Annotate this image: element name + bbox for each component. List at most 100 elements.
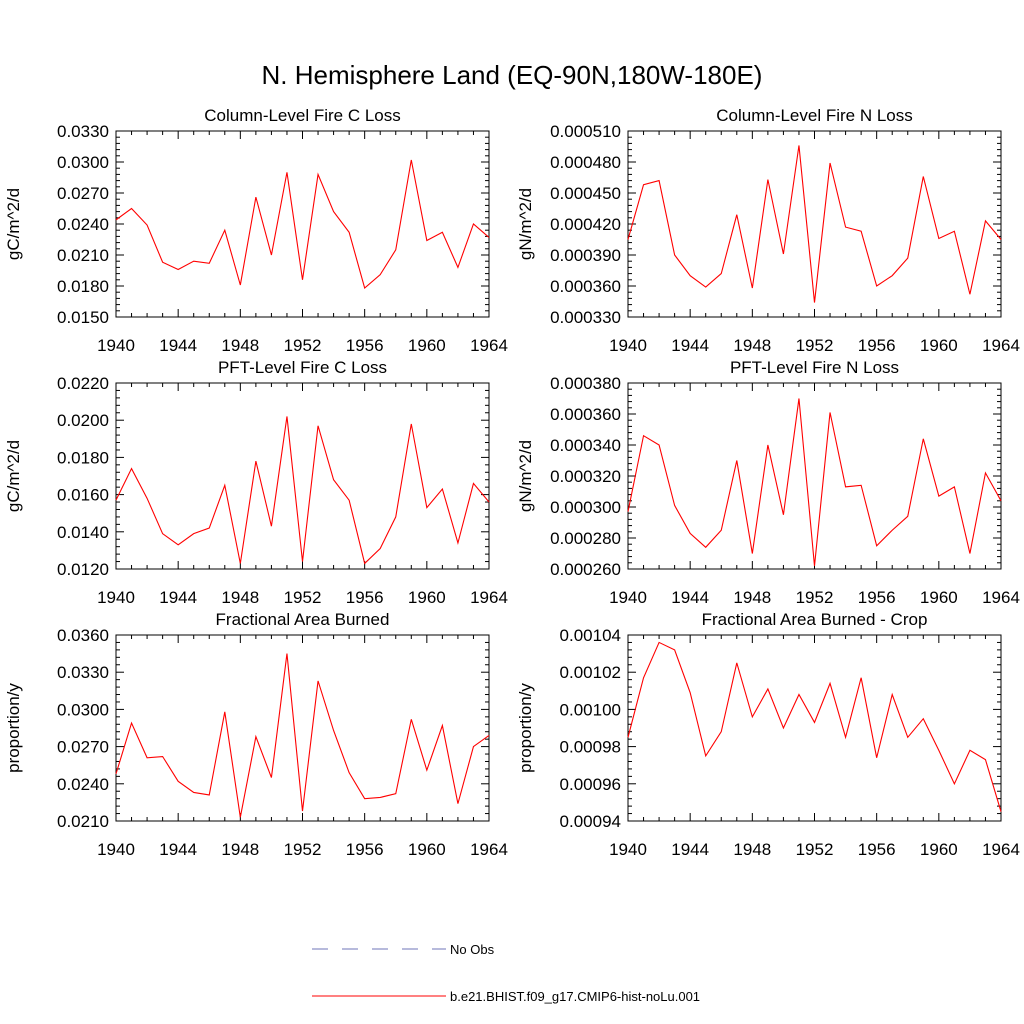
x-tick-label: 1956 <box>858 336 896 355</box>
x-tick-label: 1940 <box>609 588 647 607</box>
y-tick-label: 0.000480 <box>550 153 621 172</box>
y-axis-label: gN/m^2/d <box>516 440 535 512</box>
panel-title: Column-Level Fire N Loss <box>716 106 913 125</box>
x-tick-label: 1940 <box>97 336 135 355</box>
x-tick-label: 1948 <box>221 588 259 607</box>
y-tick-label: 0.0330 <box>57 663 109 682</box>
x-tick-label: 1948 <box>221 840 259 859</box>
series-line-1 <box>627 641 1002 812</box>
x-tick-label: 1948 <box>733 840 771 859</box>
chart-panel-6: Fractional Area Burned - Crop proportion/… <box>516 610 1020 859</box>
x-tick-label: 1948 <box>733 336 771 355</box>
y-tick-label: 0.00104 <box>560 626 621 645</box>
series-line-1 <box>115 416 490 565</box>
y-tick-label: 0.0330 <box>57 122 109 141</box>
y-tick-label: 0.0300 <box>57 153 109 172</box>
panel-title: PFT-Level Fire N Loss <box>730 358 899 377</box>
series-line-1 <box>627 145 1002 303</box>
x-tick-label: 1960 <box>920 336 958 355</box>
legend-entry-model-run: b.e21.BHIST.f09_g17.CMIP6-hist-noLu.001 <box>312 989 700 1004</box>
y-tick-label: 0.000300 <box>550 498 621 517</box>
y-axis-label: proportion/y <box>516 683 535 773</box>
plot-frame <box>115 382 490 570</box>
y-tick-label: 0.000360 <box>550 405 621 424</box>
y-tick-label: 0.0200 <box>57 411 109 430</box>
panel-title: PFT-Level Fire C Loss <box>218 358 387 377</box>
panel-title: Fractional Area Burned <box>216 610 390 629</box>
y-tick-label: 0.000260 <box>550 560 621 579</box>
x-tick-label: 1960 <box>408 840 446 859</box>
x-tick-label: 1944 <box>159 588 197 607</box>
y-tick-label: 0.000340 <box>550 436 621 455</box>
x-tick-label: 1948 <box>733 588 771 607</box>
panel-title: Column-Level Fire C Loss <box>204 106 401 125</box>
series-line-1 <box>627 398 1002 566</box>
y-tick-label: 0.000280 <box>550 529 621 548</box>
x-tick-label: 1952 <box>796 840 834 859</box>
y-tick-label: 0.0270 <box>57 184 109 203</box>
x-tick-label: 1940 <box>609 336 647 355</box>
y-tick-label: 0.0210 <box>57 812 109 831</box>
y-tick-label: 0.00094 <box>560 812 621 831</box>
panel-title: Fractional Area Burned - Crop <box>702 610 928 629</box>
legend-entry-no-obs: No Obs <box>312 942 495 957</box>
y-axis-label: gC/m^2/d <box>4 188 23 260</box>
x-tick-label: 1944 <box>159 336 197 355</box>
y-tick-label: 0.0360 <box>57 626 109 645</box>
y-axis-label: gC/m^2/d <box>4 440 23 512</box>
x-tick-label: 1960 <box>920 840 958 859</box>
y-tick-label: 0.0120 <box>57 560 109 579</box>
y-tick-label: 0.0240 <box>57 775 109 794</box>
y-tick-label: 0.0270 <box>57 738 109 757</box>
y-axis-label: gN/m^2/d <box>516 188 535 260</box>
x-tick-label: 1940 <box>97 840 135 859</box>
chart-panel-2: Column-Level Fire N Loss gN/m^2/d 1940 1944… <box>516 106 1020 355</box>
chart-panel-5: Fractional Area Burned proportion/y 1940 19… <box>4 610 508 859</box>
chart-panel-3: PFT-Level Fire C Loss gC/m^2/d 1940 1944 194… <box>4 358 508 607</box>
x-tick-label: 1944 <box>671 588 709 607</box>
plot-frame <box>627 634 1002 822</box>
x-tick-label: 1956 <box>346 588 384 607</box>
x-tick-label: 1956 <box>346 840 384 859</box>
y-axis-label: proportion/y <box>4 683 23 773</box>
y-tick-label: 0.00098 <box>560 738 621 757</box>
series-line-1 <box>115 653 490 818</box>
x-tick-label: 1944 <box>159 840 197 859</box>
y-tick-label: 0.0180 <box>57 277 109 296</box>
x-tick-label: 1952 <box>796 588 834 607</box>
x-tick-label: 1960 <box>408 336 446 355</box>
legend-label-no-obs: No Obs <box>450 942 495 957</box>
plot-frame <box>115 634 490 822</box>
x-tick-label: 1964 <box>470 588 508 607</box>
y-tick-label: 0.0220 <box>57 374 109 393</box>
x-tick-label: 1964 <box>982 336 1020 355</box>
series-line-1 <box>115 159 490 290</box>
y-tick-label: 0.00100 <box>560 700 621 719</box>
x-tick-label: 1952 <box>284 336 322 355</box>
chart-panel-4: PFT-Level Fire N Loss gN/m^2/d 1940 1944 194… <box>516 358 1020 607</box>
x-tick-label: 1964 <box>470 840 508 859</box>
legend: No Obs b.e21.BHIST.f09_g17.CMIP6-hist-no… <box>312 942 700 1004</box>
x-tick-label: 1940 <box>609 840 647 859</box>
x-tick-label: 1956 <box>858 840 896 859</box>
y-tick-label: 0.000390 <box>550 246 621 265</box>
y-tick-label: 0.0240 <box>57 215 109 234</box>
y-tick-label: 0.000330 <box>550 308 621 327</box>
y-tick-label: 0.000380 <box>550 374 621 393</box>
y-tick-label: 0.000450 <box>550 184 621 203</box>
chart-panel-1: Column-Level Fire C Loss gC/m^2/d 1940 1944… <box>4 106 508 355</box>
legend-label-model-run: b.e21.BHIST.f09_g17.CMIP6-hist-noLu.001 <box>450 989 700 1004</box>
x-tick-label: 1956 <box>346 336 384 355</box>
y-tick-label: 0.000510 <box>550 122 621 141</box>
x-tick-label: 1940 <box>97 588 135 607</box>
x-tick-label: 1944 <box>671 336 709 355</box>
x-tick-label: 1952 <box>284 588 322 607</box>
y-tick-label: 0.000360 <box>550 277 621 296</box>
y-tick-label: 0.0160 <box>57 486 109 505</box>
x-tick-label: 1948 <box>221 336 259 355</box>
chart-panels: Column-Level Fire C Loss gC/m^2/d 1940 1944… <box>4 106 1020 859</box>
plot-frame <box>627 382 1002 570</box>
x-tick-label: 1952 <box>796 336 834 355</box>
y-tick-label: 0.0180 <box>57 448 109 467</box>
